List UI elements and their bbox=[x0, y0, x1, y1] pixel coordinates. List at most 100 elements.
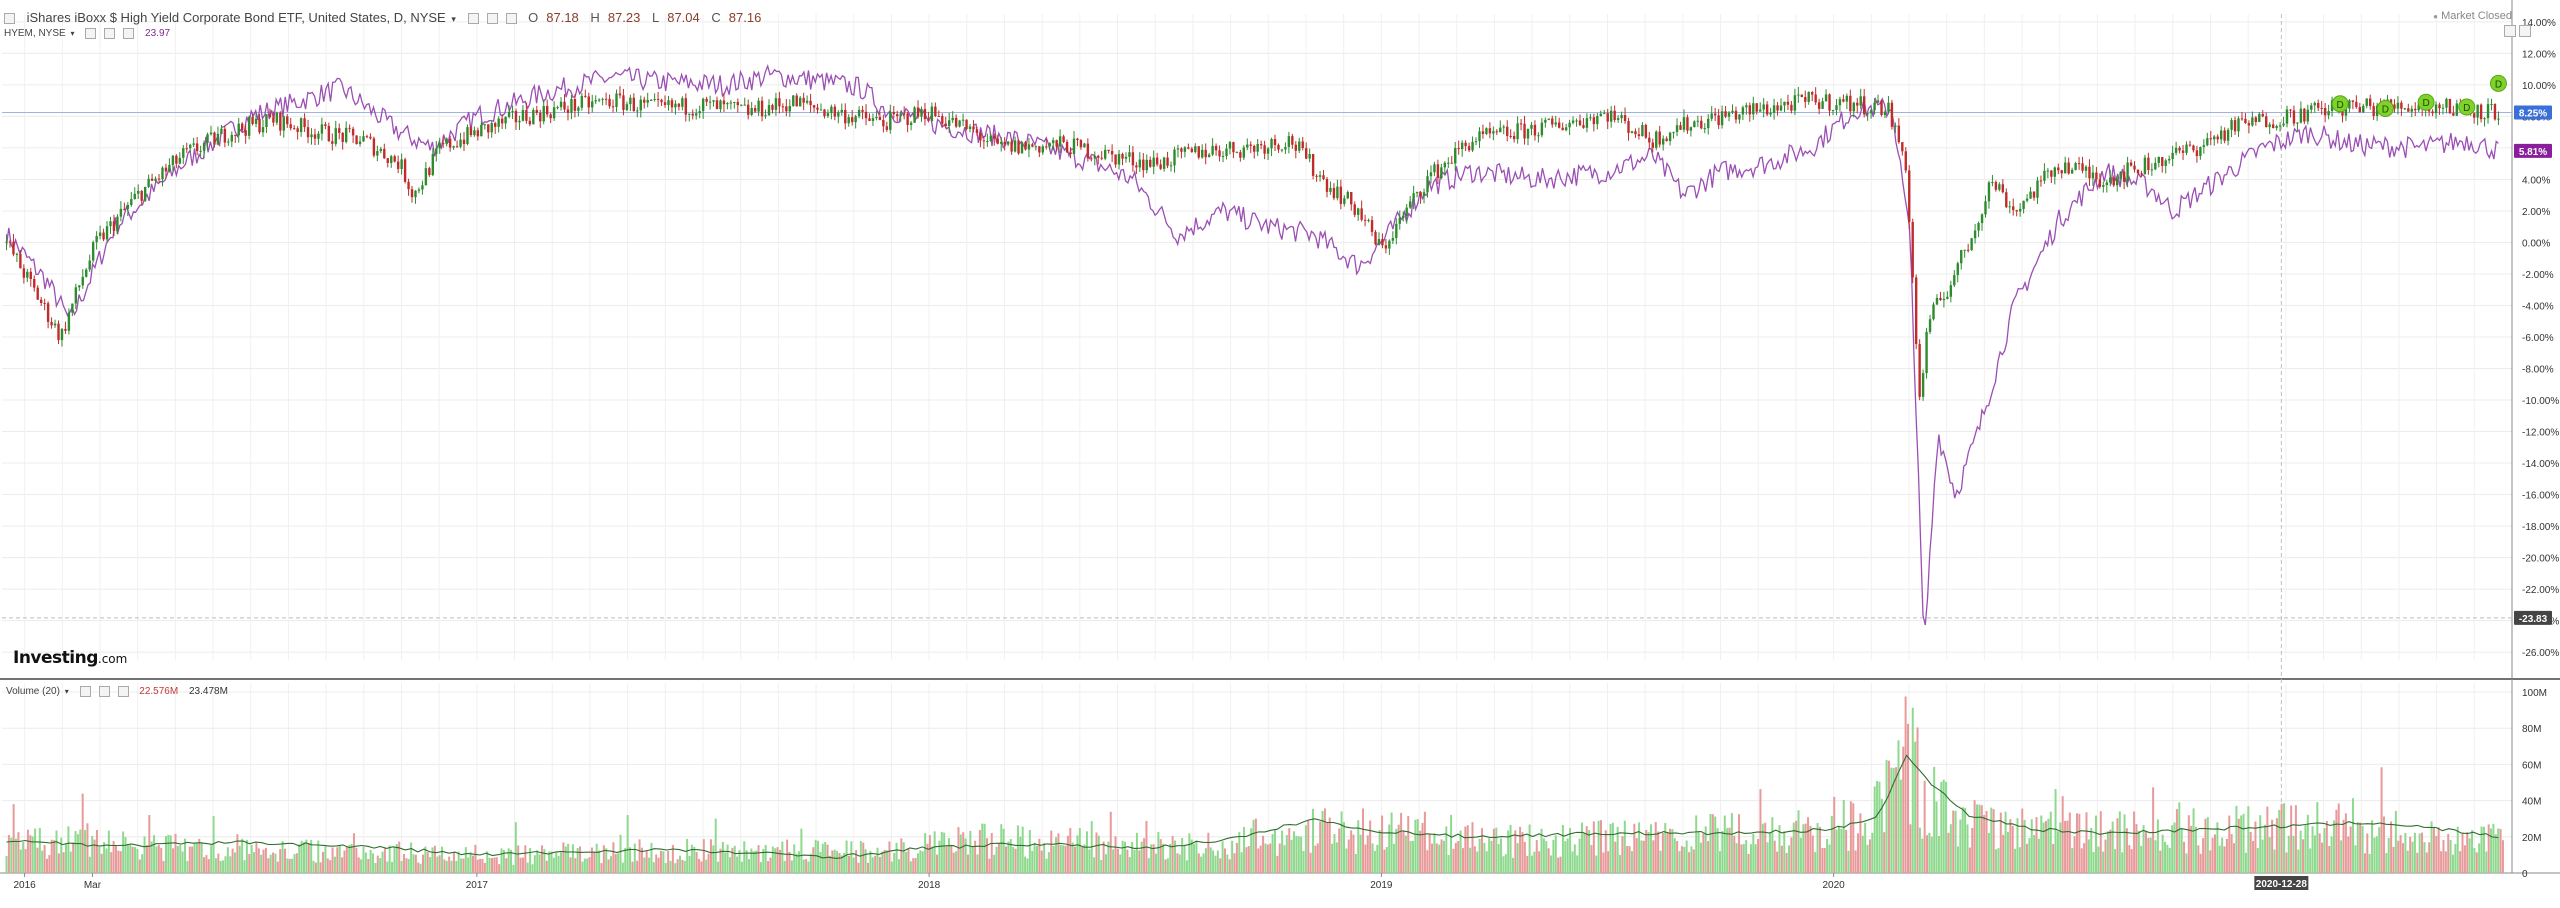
volume-bar bbox=[241, 838, 244, 873]
volume-bar bbox=[103, 842, 106, 873]
candle bbox=[1949, 285, 1953, 297]
candle bbox=[1391, 237, 1395, 241]
candle bbox=[2064, 162, 2067, 174]
volume-bar bbox=[1573, 844, 1576, 873]
volume-bar bbox=[50, 839, 53, 873]
volume-bar bbox=[150, 841, 153, 873]
candle bbox=[85, 269, 88, 277]
volume-bar bbox=[188, 846, 191, 873]
volume-bar bbox=[1445, 826, 1448, 873]
close-icon[interactable] bbox=[117, 686, 129, 697]
volume-bar bbox=[900, 838, 903, 873]
settings-icon[interactable] bbox=[85, 28, 97, 39]
settings-icon[interactable] bbox=[467, 13, 479, 25]
dividend-marker-label: D bbox=[2422, 98, 2429, 109]
chevron-down-icon[interactable]: ▾ bbox=[64, 687, 69, 697]
volume-bar bbox=[1880, 798, 1883, 873]
settings-icon[interactable] bbox=[79, 686, 91, 697]
volume-bar bbox=[2318, 833, 2321, 873]
volume-bar bbox=[947, 838, 950, 873]
restore-icon[interactable] bbox=[2519, 24, 2531, 37]
candle bbox=[2018, 208, 2022, 212]
candle bbox=[33, 279, 36, 288]
volume-bar bbox=[805, 859, 808, 873]
candle bbox=[1984, 201, 1987, 215]
volume-bar bbox=[2344, 813, 2347, 873]
candle bbox=[2226, 129, 2230, 141]
candle bbox=[64, 328, 67, 331]
volume-bar bbox=[2337, 803, 2340, 873]
volume-bar bbox=[2271, 819, 2274, 873]
chevron-down-icon[interactable]: ▾ bbox=[451, 14, 456, 24]
volume-bar bbox=[469, 852, 472, 873]
candle bbox=[1741, 107, 1745, 115]
volume-bar bbox=[1738, 814, 1741, 873]
volume-bar bbox=[1112, 849, 1115, 873]
dividend-marker[interactable] bbox=[2489, 74, 2507, 92]
close-icon[interactable] bbox=[505, 13, 517, 25]
volume-bar bbox=[633, 843, 636, 873]
volume-bar bbox=[2266, 806, 2269, 873]
candle bbox=[424, 168, 428, 186]
volume-bar bbox=[914, 857, 917, 873]
candle bbox=[372, 138, 376, 156]
candle bbox=[1031, 144, 1034, 147]
maximize-icon[interactable] bbox=[2504, 24, 2516, 37]
candle bbox=[331, 141, 334, 144]
candle bbox=[442, 143, 445, 145]
candle bbox=[112, 221, 116, 231]
candle bbox=[1211, 145, 1214, 155]
volume-bar bbox=[2095, 815, 2098, 873]
candle bbox=[369, 136, 372, 139]
dividend-marker[interactable] bbox=[2417, 93, 2435, 111]
eye-icon[interactable] bbox=[98, 686, 110, 697]
candle bbox=[805, 100, 809, 103]
chevron-down-icon[interactable]: ▾ bbox=[70, 29, 75, 39]
volume-bar bbox=[5, 856, 8, 873]
volume-bar bbox=[2323, 828, 2326, 873]
candle bbox=[1752, 103, 1755, 115]
eye-icon[interactable] bbox=[104, 28, 116, 39]
volume-bar bbox=[253, 852, 256, 873]
volume-bar bbox=[310, 839, 313, 873]
candle bbox=[1239, 152, 1242, 158]
volume-bar bbox=[614, 854, 617, 873]
candle bbox=[1367, 220, 1370, 222]
volume-bar bbox=[1371, 843, 1374, 873]
dividend-marker[interactable] bbox=[2458, 98, 2476, 116]
candle bbox=[1786, 101, 1790, 105]
candle bbox=[272, 117, 275, 123]
volume-bar bbox=[755, 850, 758, 873]
volume-bar bbox=[393, 847, 396, 873]
volume-bar bbox=[319, 862, 322, 873]
volume-bar bbox=[2240, 815, 2243, 873]
candle bbox=[2140, 173, 2143, 175]
dividend-marker[interactable] bbox=[2376, 100, 2394, 118]
candle bbox=[313, 134, 317, 139]
collapse-icon[interactable] bbox=[4, 13, 15, 25]
candle bbox=[1034, 146, 1038, 148]
volume-bar bbox=[2363, 853, 2366, 873]
candle bbox=[1519, 123, 1523, 125]
volume-bar bbox=[1124, 841, 1127, 873]
volume-bar bbox=[1345, 848, 1348, 873]
eye-icon[interactable] bbox=[486, 13, 498, 25]
volume-bar bbox=[226, 847, 229, 873]
candle bbox=[2448, 98, 2452, 114]
volume-bar bbox=[1059, 844, 1062, 873]
candle bbox=[1606, 113, 1609, 122]
candle bbox=[1038, 146, 1041, 153]
volume-bar bbox=[407, 858, 410, 873]
volume-bar bbox=[659, 850, 662, 873]
candle bbox=[1048, 143, 1051, 147]
volume-bar bbox=[264, 847, 267, 873]
close-icon[interactable] bbox=[123, 28, 135, 39]
volume-bar bbox=[945, 846, 948, 873]
candle bbox=[961, 119, 965, 121]
candle bbox=[1856, 102, 1859, 106]
dividend-marker[interactable] bbox=[2331, 95, 2349, 113]
candle bbox=[355, 135, 358, 145]
candle bbox=[2372, 106, 2375, 117]
